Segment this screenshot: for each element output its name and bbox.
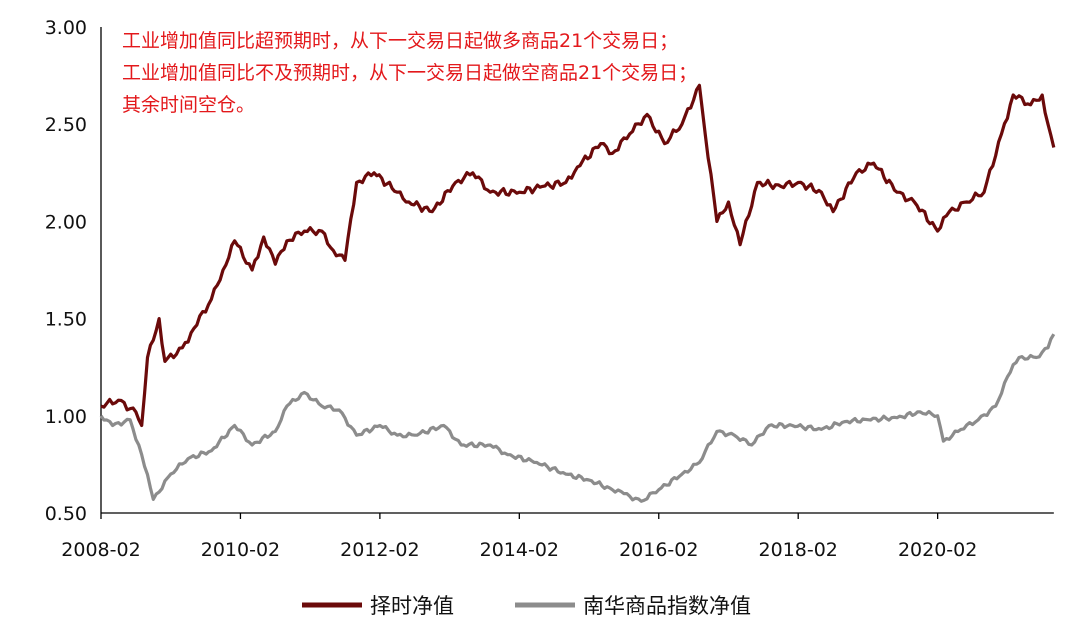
- y-axis: 0.50 1.00 1.50 2.00 2.50 3.00: [45, 17, 102, 525]
- y-tick-label: 1.50: [45, 309, 87, 331]
- annotation-line-1: 工业增加值同比超预期时，从下一交易日起做多商品21个交易日；: [122, 30, 678, 52]
- legend-label-nanhua: 南华商品指数净值: [583, 594, 751, 618]
- x-axis: 2008-02 2010-02 2012-02 2014-02 2016-02 2018-…: [61, 512, 1054, 561]
- series-line-timing: [100, 83, 1056, 428]
- y-tick-label: 1.00: [45, 406, 87, 428]
- x-tick-label: 2018-02: [759, 539, 838, 561]
- y-tick-label: 2.50: [45, 114, 87, 136]
- annotation-line-3: 其余时间空仓。: [122, 94, 255, 116]
- y-tick-label: 0.50: [45, 503, 87, 525]
- x-tick-label: 2020-02: [898, 539, 977, 561]
- series-line-nanhua: [99, 333, 1056, 503]
- legend-label-timing: 择时净值: [370, 594, 454, 618]
- x-tick-label: 2016-02: [619, 539, 698, 561]
- x-tick-label: 2014-02: [480, 539, 559, 561]
- y-tick-label: 2.00: [45, 211, 87, 233]
- x-tick-label: 2008-02: [61, 539, 140, 561]
- x-tick-label: 2012-02: [340, 539, 419, 561]
- series-lines: [99, 83, 1056, 503]
- legend: 择时净值 南华商品指数净值: [302, 594, 751, 618]
- annotation-line-2: 工业增加值同比不及预期时，从下一交易日起做空商品21个交易日；: [122, 62, 697, 84]
- y-tick-label: 3.00: [45, 17, 87, 39]
- x-tick-label: 2010-02: [201, 539, 280, 561]
- annotation: 工业增加值同比超预期时，从下一交易日起做多商品21个交易日； 工业增加值同比不及…: [122, 30, 697, 116]
